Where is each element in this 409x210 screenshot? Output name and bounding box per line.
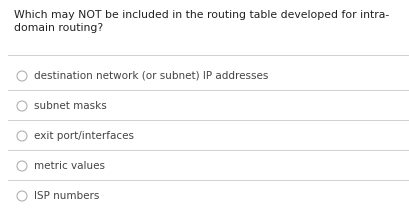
Text: domain routing?: domain routing? <box>14 23 103 33</box>
Text: Which may NOT be included in the routing table developed for intra-: Which may NOT be included in the routing… <box>14 10 388 20</box>
Text: ISP numbers: ISP numbers <box>34 191 99 201</box>
Text: destination network (or subnet) IP addresses: destination network (or subnet) IP addre… <box>34 71 268 81</box>
Text: exit port/interfaces: exit port/interfaces <box>34 131 134 141</box>
Text: subnet masks: subnet masks <box>34 101 106 111</box>
Text: metric values: metric values <box>34 161 105 171</box>
